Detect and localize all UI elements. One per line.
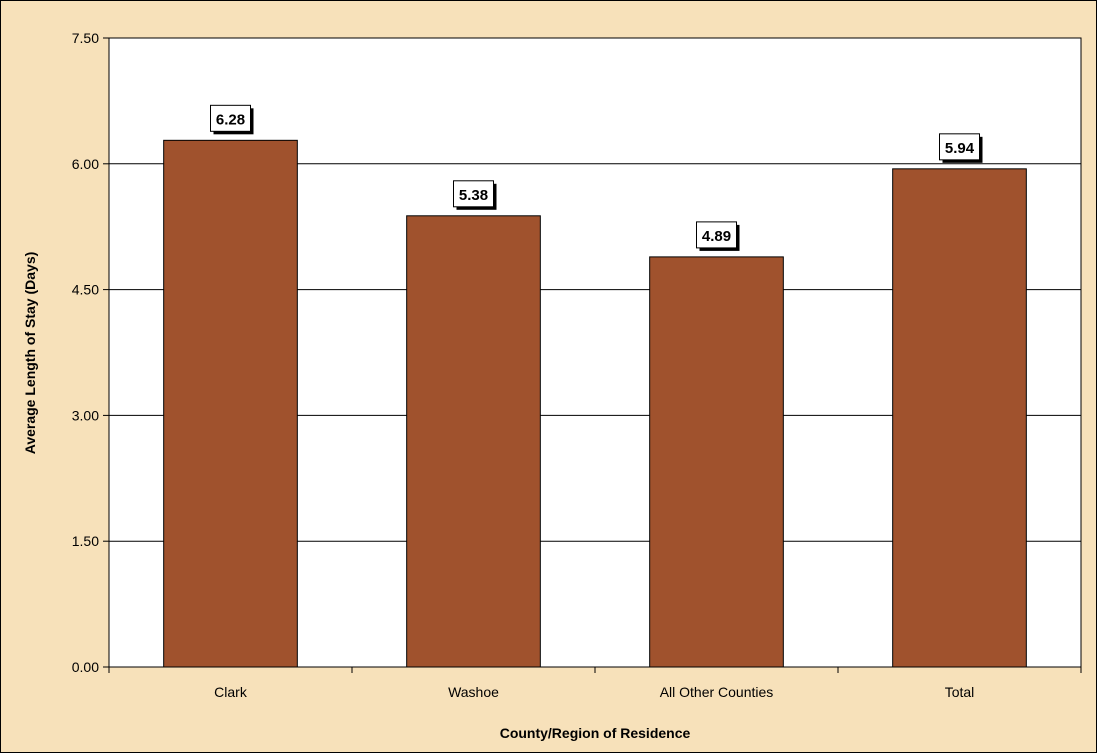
y-axis-title: Average Length of Stay (Days) (22, 252, 38, 455)
data-label-box: 6.28 (210, 104, 254, 135)
data-label: 5.38 (459, 187, 488, 204)
data-label-box: 5.94 (939, 133, 983, 163)
x-tick-label: Total (945, 684, 975, 700)
y-tick-label: 0.00 (72, 659, 99, 675)
data-label-border (210, 104, 251, 132)
bar-washoe (406, 215, 541, 668)
data-label-border (696, 221, 737, 249)
y-tick-label: 4.50 (72, 282, 99, 298)
y-tick-label: 6.00 (72, 156, 99, 172)
y-tick-label: 1.50 (72, 533, 99, 549)
bar-all-other-counties (649, 256, 784, 668)
data-label: 4.89 (702, 228, 731, 245)
bar-clark (163, 139, 298, 668)
data-label: 6.28 (216, 111, 245, 128)
x-tick-label: Clark (214, 684, 248, 700)
data-label-box: 5.38 (453, 180, 497, 210)
bar-total (892, 168, 1027, 668)
data-labels: 6.28 5.38 4.89 5.94 (210, 104, 983, 251)
x-axis-ticks: Clark Washoe All Other Counties Total (108, 667, 1082, 700)
y-tick-label: 7.50 (72, 30, 99, 46)
bars (163, 139, 1027, 668)
x-tick-label: Washoe (448, 684, 499, 700)
y-axis-ticks: 0.00 1.50 3.00 4.50 6.00 7.50 (72, 30, 109, 675)
x-axis-title: County/Region of Residence (500, 725, 691, 741)
y-tick-label: 3.00 (72, 407, 99, 423)
x-tick-label: All Other Counties (660, 684, 774, 700)
data-label: 5.94 (945, 140, 975, 157)
data-label-border (939, 133, 980, 161)
data-label-box: 4.89 (696, 221, 740, 251)
data-label-border (453, 180, 494, 208)
